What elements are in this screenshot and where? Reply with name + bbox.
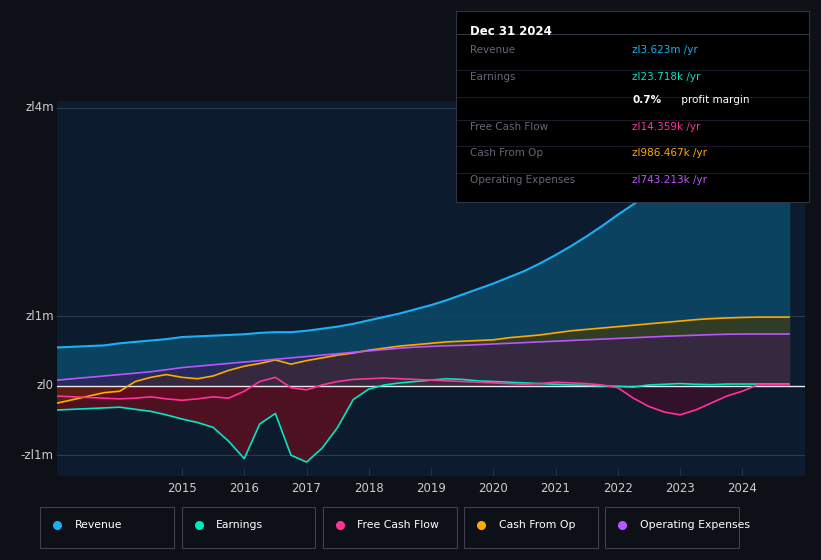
- Text: Cash From Op: Cash From Op: [470, 148, 543, 158]
- Text: Dec 31 2024: Dec 31 2024: [470, 25, 552, 38]
- Text: Earnings: Earnings: [470, 72, 516, 82]
- Text: Free Cash Flow: Free Cash Flow: [357, 520, 439, 530]
- Text: 2023: 2023: [665, 482, 695, 494]
- Text: Operating Expenses: Operating Expenses: [640, 520, 750, 530]
- Text: 2015: 2015: [167, 482, 197, 494]
- Text: zl23.718k /yr: zl23.718k /yr: [632, 72, 700, 82]
- Text: Revenue: Revenue: [470, 45, 515, 55]
- Text: Earnings: Earnings: [216, 520, 264, 530]
- Text: 2018: 2018: [354, 482, 383, 494]
- Text: profit margin: profit margin: [678, 95, 750, 105]
- Text: zl4m: zl4m: [25, 101, 53, 114]
- Text: 2024: 2024: [727, 482, 757, 494]
- Text: 2022: 2022: [603, 482, 633, 494]
- Text: Operating Expenses: Operating Expenses: [470, 175, 575, 185]
- Text: zl14.359k /yr: zl14.359k /yr: [632, 122, 700, 132]
- Text: Cash From Op: Cash From Op: [498, 520, 575, 530]
- Text: zl1m: zl1m: [25, 310, 53, 323]
- Text: -zl1m: -zl1m: [21, 449, 53, 461]
- Text: 0.7%: 0.7%: [632, 95, 661, 105]
- Text: 2016: 2016: [229, 482, 259, 494]
- Text: zl3.623m /yr: zl3.623m /yr: [632, 45, 698, 55]
- Text: 2020: 2020: [479, 482, 508, 494]
- Text: zl743.213k /yr: zl743.213k /yr: [632, 175, 707, 185]
- Text: zl986.467k /yr: zl986.467k /yr: [632, 148, 707, 158]
- Text: 2019: 2019: [416, 482, 446, 494]
- Text: 2021: 2021: [540, 482, 571, 494]
- Text: 2017: 2017: [291, 482, 322, 494]
- Text: Revenue: Revenue: [75, 520, 122, 530]
- Text: Free Cash Flow: Free Cash Flow: [470, 122, 548, 132]
- Text: zl0: zl0: [37, 379, 53, 392]
